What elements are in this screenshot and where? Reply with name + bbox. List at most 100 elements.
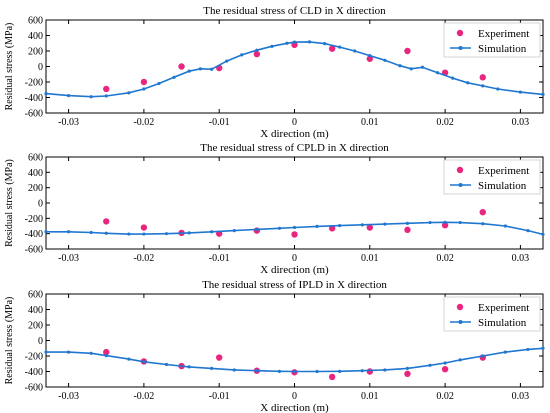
y-tick-label: 200	[28, 183, 43, 194]
simulation-point	[481, 84, 485, 88]
x-tick-label: -0.02	[133, 391, 154, 402]
simulation-point	[187, 365, 191, 369]
y-tick-label: 600	[28, 153, 43, 164]
simulation-point	[255, 369, 259, 373]
simulation-point	[503, 350, 507, 354]
legend-simulation-marker	[458, 183, 463, 187]
simulation-point	[225, 59, 229, 63]
x-tick-label: 0	[292, 253, 297, 264]
simulation-point	[383, 222, 387, 226]
simulation-point	[142, 87, 146, 91]
x-tick-label: 0.01	[361, 391, 379, 402]
simulation-point	[383, 58, 387, 62]
simulation-point	[518, 90, 523, 94]
simulation-point	[405, 221, 410, 225]
simulation-point	[409, 67, 413, 71]
simulation-point	[127, 91, 131, 95]
chart-title: The residual stress of IPLD in X directi…	[202, 279, 387, 291]
x-tick-label: -0.01	[209, 117, 230, 128]
simulation-point	[89, 95, 93, 99]
legend-experiment-label: Experiment	[478, 165, 529, 177]
x-tick-label: 0.02	[436, 391, 454, 402]
simulation-point	[383, 368, 387, 372]
simulation-point	[428, 220, 432, 225]
x-tick-label: -0.02	[133, 117, 154, 128]
simulation-point	[44, 230, 48, 234]
y-tick-label: -600	[25, 245, 43, 256]
simulation-point	[240, 53, 244, 57]
simulation-point	[157, 81, 161, 86]
simulation-point	[338, 224, 342, 228]
experiment-point	[441, 222, 449, 229]
experiment-point	[404, 47, 411, 55]
simulation-point	[526, 229, 530, 233]
y-tick-label: 400	[28, 31, 43, 42]
simulation-point	[104, 94, 108, 98]
y-tick-label: 200	[28, 321, 43, 332]
chart-title: The residual stress of CPLD in X directi…	[200, 142, 389, 154]
simulation-point	[292, 225, 297, 230]
simulation-point	[541, 232, 545, 237]
experiment-point	[479, 74, 486, 81]
x-tick-label: 0.03	[512, 391, 530, 402]
experiment-point	[140, 78, 148, 86]
simulation-point	[210, 366, 214, 370]
simulation-point	[481, 354, 485, 358]
simulation-point	[481, 222, 485, 226]
simulation-point	[541, 92, 545, 96]
simulation-point	[232, 229, 236, 233]
simulation-point	[285, 41, 289, 45]
simulation-point	[420, 65, 425, 69]
simulation-point	[292, 40, 297, 44]
simulation-point	[360, 223, 364, 227]
y-tick-label: -400	[25, 93, 43, 104]
experiment-point	[366, 55, 374, 62]
y-tick-label: 0	[38, 199, 43, 210]
legend-experiment-marker	[456, 166, 464, 174]
legend-experiment-label: Experiment	[478, 302, 529, 314]
simulation-point	[142, 232, 146, 236]
y-tick-label: -200	[25, 352, 43, 363]
x-tick-label: 0.01	[361, 117, 379, 128]
experiment-point	[178, 63, 185, 70]
experiment-point	[140, 224, 148, 231]
simulation-point	[368, 54, 372, 58]
chart-panel-2: The residual stress of CPLD in X directi…	[4, 142, 545, 276]
simulation-point	[458, 358, 462, 362]
legend-simulation-marker	[458, 320, 463, 324]
simulation-point	[526, 347, 530, 352]
experiment-point	[215, 354, 223, 361]
simulation-point	[255, 227, 259, 232]
simulation-point	[398, 64, 402, 68]
experiment-point	[253, 50, 261, 58]
y-axis-label: Residual stress (MPa)	[4, 23, 15, 111]
experiment-point	[366, 224, 374, 231]
simulation-point	[435, 71, 440, 75]
x-tick-label: 0.02	[436, 117, 454, 128]
experiment-point	[441, 365, 449, 373]
simulation-point	[443, 220, 447, 224]
y-tick-label: 0	[38, 336, 43, 347]
y-tick-label: -400	[25, 367, 43, 378]
simulation-point	[104, 354, 108, 358]
y-tick-label: 600	[28, 16, 43, 27]
y-tick-label: 400	[28, 168, 43, 179]
simulation-point	[458, 220, 462, 225]
simulation-point	[142, 360, 146, 364]
simulation-point	[277, 226, 282, 230]
simulation-point	[127, 357, 131, 361]
x-tick-label: -0.01	[209, 253, 230, 264]
x-tick-label: 0	[292, 391, 297, 402]
y-tick-label: -200	[25, 214, 43, 225]
simulation-point	[44, 350, 48, 354]
legend-simulation-label: Simulation	[478, 317, 527, 329]
simulation-point	[255, 48, 259, 52]
x-tick-label: 0.03	[512, 253, 530, 264]
x-axis-label: X direction (m)	[260, 264, 329, 276]
chart-panel-3: The residual stress of IPLD in X directi…	[4, 279, 545, 413]
chart-panel-1: The residual stress of CLD in X directio…	[4, 5, 545, 140]
simulation-point	[315, 224, 319, 228]
simulation-point	[496, 87, 500, 91]
simulation-point	[66, 230, 71, 234]
